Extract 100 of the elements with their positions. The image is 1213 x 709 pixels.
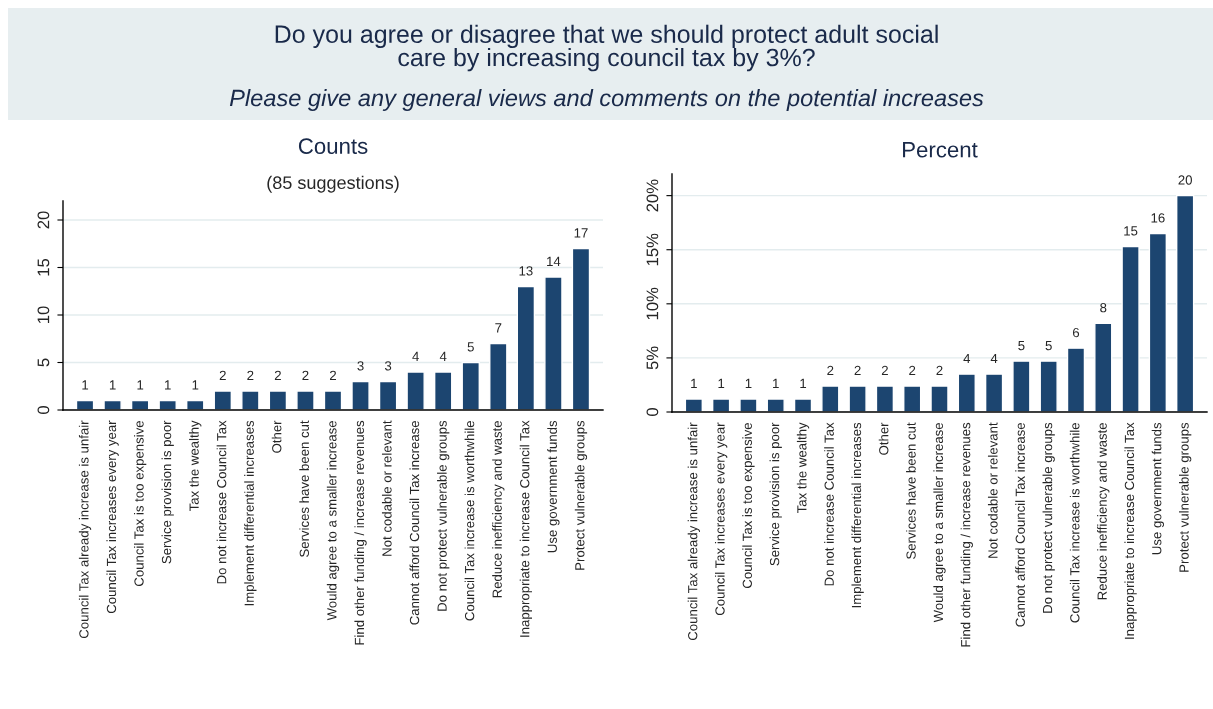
y-tick-label: 20 — [37, 211, 50, 229]
x-tick-label: Services have been cut — [299, 420, 309, 557]
data-label: 1 — [137, 380, 144, 390]
data-label: 8 — [1100, 303, 1107, 313]
y-tick-label: 0 — [646, 408, 659, 416]
x-tick-label: Tax the wealthy — [796, 422, 810, 514]
bar — [433, 371, 453, 410]
data-label: 1 — [800, 378, 807, 388]
data-label: 16 — [1151, 213, 1165, 223]
data-label: 1 — [82, 380, 89, 390]
y-tick-label: 10% — [646, 287, 659, 320]
x-tick-label: Council Tax increase is worthwhile — [1069, 422, 1080, 623]
data-label: 4 — [963, 353, 971, 364]
bar — [103, 399, 122, 410]
x-tick-label: Reduce inefficiency and waste — [492, 420, 505, 598]
x-tick-label: Other — [271, 420, 282, 453]
bar — [406, 371, 425, 410]
bar — [1012, 360, 1031, 412]
data-label: 3 — [384, 361, 392, 371]
data-label: 2 — [909, 365, 916, 375]
x-tick-label: Not codable or relevant — [987, 422, 998, 558]
x-tick-label: Cannot afford Council Tax increase — [409, 420, 420, 625]
bar — [848, 385, 867, 412]
bar — [903, 385, 922, 412]
bar — [296, 390, 315, 410]
bar — [1121, 245, 1140, 412]
x-tick-label: Find other funding / increase revenues — [960, 422, 973, 647]
data-label: 6 — [1072, 327, 1080, 338]
data-label: 14 — [547, 256, 561, 266]
data-label: 1 — [691, 378, 697, 388]
data-label: 5 — [1018, 341, 1025, 351]
chart-title: Percent — [903, 142, 978, 158]
x-tick-label: Service provision is poor — [161, 420, 174, 564]
x-tick-label: Cannot afford Council Tax increase — [1015, 422, 1025, 627]
bar — [739, 398, 758, 412]
bar — [461, 361, 480, 410]
text: Please give any general views and comments on the potential increases — [229, 89, 984, 111]
bar — [793, 398, 813, 412]
data-label: 1 — [192, 380, 199, 390]
x-tick-label: Council Tax increase is worthwhile — [464, 420, 475, 621]
bar — [1094, 322, 1113, 412]
x-tick-label: Council Tax increases every year — [106, 420, 119, 614]
x-tick-label: Use government funds — [1151, 422, 1165, 555]
x-tick-label: Inappropriate to increase Council Tax — [1124, 422, 1137, 639]
x-tick-label: Would agree to a smaller increase — [933, 422, 946, 623]
bar — [875, 385, 895, 412]
bar — [1176, 194, 1195, 412]
data-label: 2 — [302, 370, 309, 380]
y-tick-label: 15% — [646, 233, 659, 266]
y-tick-label: 0 — [37, 406, 50, 414]
bar — [684, 398, 703, 412]
data-label: 1 — [718, 378, 725, 388]
x-tick-label: Inappropriate to increase Council Tax — [519, 420, 533, 637]
bar — [378, 380, 398, 410]
bar — [571, 247, 591, 410]
data-label: 3 — [357, 361, 364, 371]
bar — [158, 399, 177, 410]
bar — [957, 373, 976, 412]
x-tick-label: Council Tax already increase is unfair — [687, 422, 700, 641]
x-tick-label: Protect vulnerable groups — [1179, 422, 1192, 572]
x-tick-label: Tax the wealthy — [189, 420, 202, 512]
data-label: 2 — [274, 370, 281, 380]
bar — [1066, 347, 1086, 412]
bar — [516, 285, 536, 410]
x-tick-label: Implement differential increases — [244, 420, 257, 606]
data-label: 5 — [1045, 341, 1052, 351]
data-label: 4 — [412, 351, 419, 361]
data-label: 1 — [773, 378, 779, 388]
data-label: 17 — [574, 228, 588, 238]
bar — [268, 390, 288, 410]
chart-title: Counts — [298, 138, 368, 154]
data-label: 2 — [936, 365, 943, 375]
text: Do you agree or disagree that we should protect adult social care by increasing council tax by 3%? — [275, 24, 938, 72]
x-tick-label: Service provision is poor — [769, 422, 782, 566]
data-label: 5 — [467, 342, 474, 352]
data-label: 2 — [827, 365, 834, 375]
x-tick-label: Would agree to a smaller increase — [326, 420, 340, 621]
data-label: 2 — [219, 370, 226, 380]
data-label: 2 — [247, 370, 254, 380]
x-tick-label: Council Tax is too expensive — [133, 420, 147, 586]
data-label: 2 — [330, 370, 337, 380]
data-label: 4 — [990, 353, 998, 364]
data-label: 4 — [439, 351, 447, 361]
data-label: 7 — [495, 323, 502, 333]
x-tick-label: Do not protect vulnerable groups — [1042, 422, 1055, 613]
x-tick-label: Council Tax already increase is unfair — [78, 420, 92, 639]
bar — [821, 385, 840, 412]
y-tick-label: 20% — [646, 179, 659, 212]
x-tick-label: Find other funding / increase revenues — [354, 420, 367, 645]
data-label: 1 — [745, 378, 752, 388]
bar — [984, 373, 1004, 412]
x-tick-label: Do not protect vulnerable groups — [437, 420, 450, 611]
y-tick-label: 5% — [646, 346, 659, 370]
x-tick-label: Not codable or relevant — [381, 420, 392, 556]
bar — [711, 398, 731, 412]
bar — [489, 342, 508, 410]
bar — [351, 380, 370, 410]
x-tick-label: Implement differential increases — [851, 422, 864, 608]
bar — [766, 398, 785, 412]
x-tick-label: Do not increase Council Tax — [824, 422, 834, 586]
